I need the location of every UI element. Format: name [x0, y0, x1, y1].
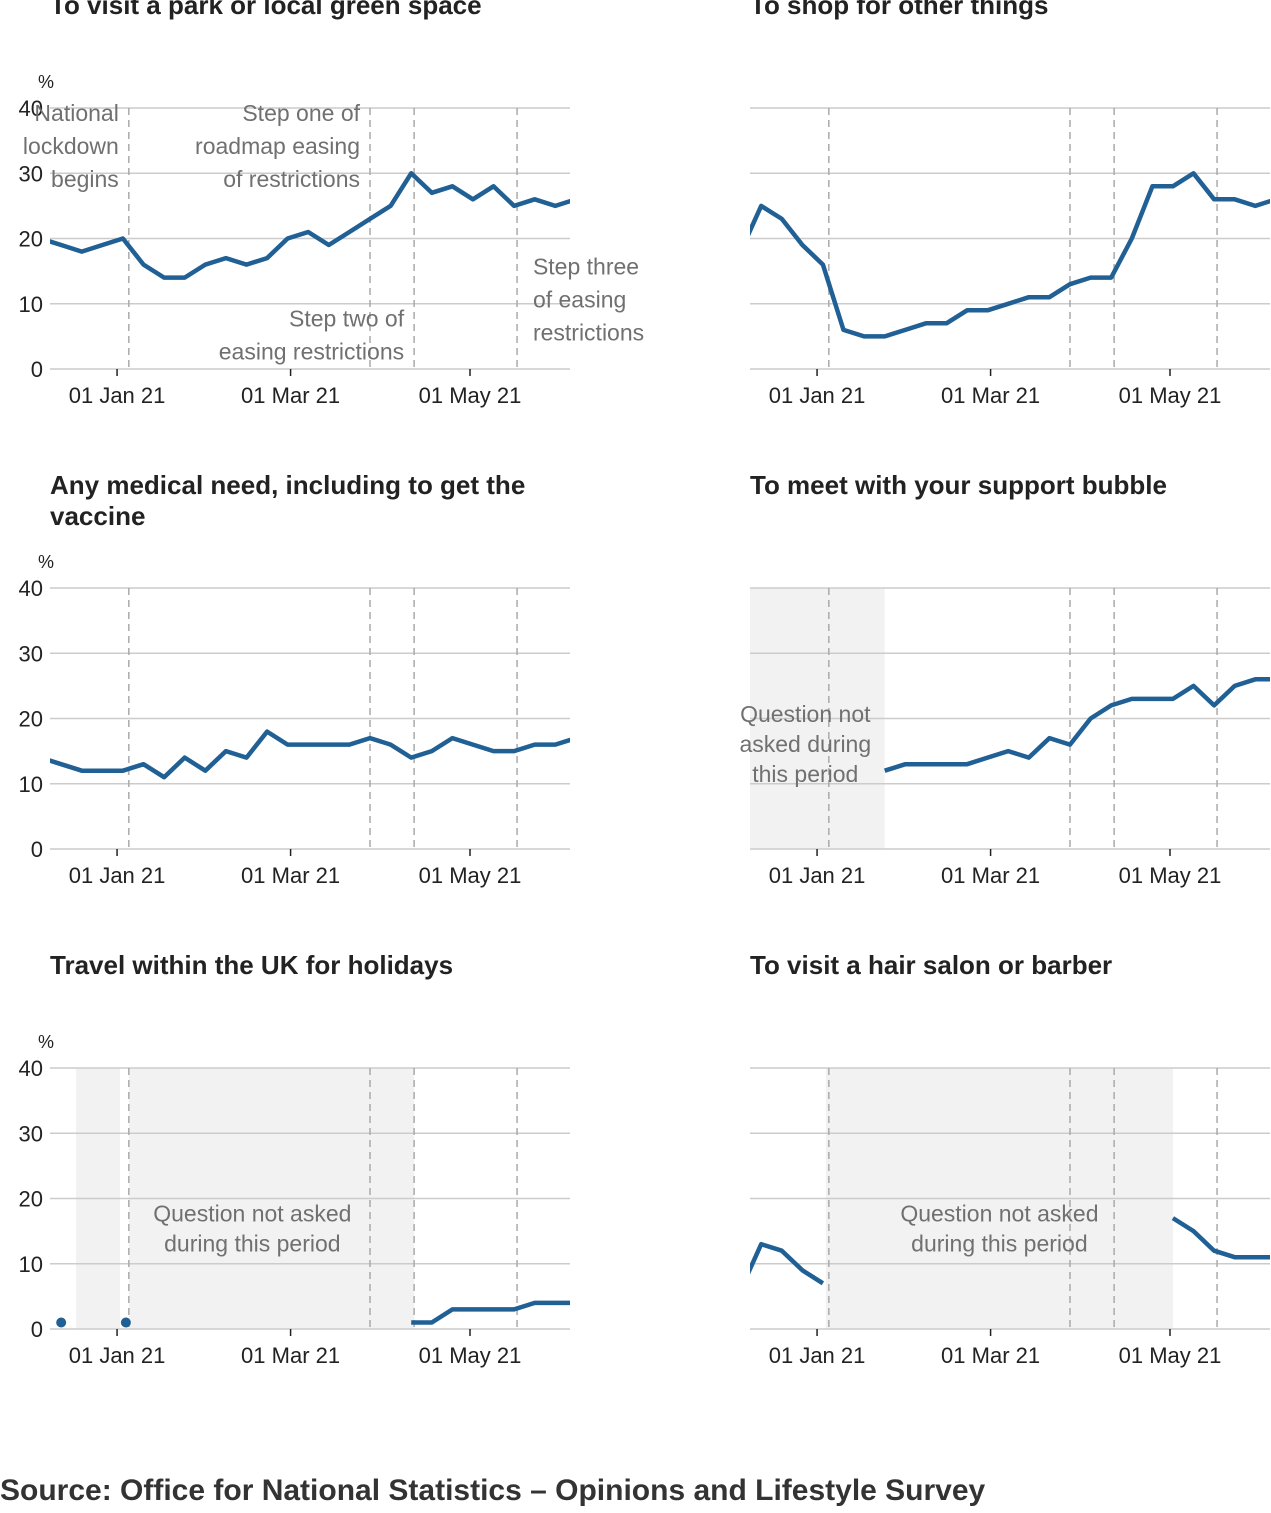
y-tick-label: 40 [19, 576, 43, 601]
event-label-line: begins [51, 166, 119, 192]
chart-title: To shop for other things [750, 0, 1049, 20]
not-asked-label-line: Question not asked [900, 1200, 1098, 1226]
y-tick-label: 10 [19, 292, 43, 317]
chart-panel-hair-salon: To visit a hair salon or barber 01 Jan 2… [750, 950, 1271, 1400]
chart-uk-holidays: 0 10 20 30 40% 01 Jan 21 01 Mar 21 01 May 21 Que… [19, 1032, 570, 1368]
x-tick-label: 01 May 21 [1119, 1343, 1222, 1368]
y-tick-label: 20 [19, 1187, 43, 1212]
y-tick-label: 40 [19, 96, 43, 121]
chart-title: To meet with your support bubble [750, 470, 1167, 500]
series-line [750, 171, 1270, 339]
y-axis-unit: % [38, 72, 54, 92]
chart-panel-shop: To shop for other things 01 Jan 21 01 Mar… [750, 0, 1271, 440]
chart-title: Travel within the UK for holidays [50, 950, 454, 980]
not-asked-label-line: during this period [911, 1230, 1087, 1256]
chart-park: 0 10 20 30 40% 01 Jan 21 01 Mar 21 01 May 21 Nat… [19, 72, 645, 408]
series-group [50, 171, 570, 280]
chart-hair-salon: 01 Jan 21 01 Mar 21 01 May 21 Question not … [750, 1067, 1270, 1368]
y-tick-label: 0 [31, 837, 43, 862]
y-tick-label: 30 [19, 1121, 43, 1146]
chart-panel-support-bubble: To meet with your support bubble 01 Jan … [739, 470, 1271, 920]
x-tick-label: 01 Jan 21 [769, 1343, 866, 1368]
chart-shop: 01 Jan 21 01 Mar 21 01 May 21 [750, 107, 1270, 408]
series-line [750, 1241, 825, 1286]
y-tick-label: 0 [31, 1317, 43, 1342]
chart-panel-park: To visit a park or local green space 0 10… [19, 0, 645, 440]
event-label-line: of easing [533, 286, 626, 312]
chart-title: Any medical need, including to get the v… [50, 470, 526, 531]
event-label-line: National [34, 100, 118, 126]
chart-support-bubble: 01 Jan 21 01 Mar 21 01 May 21 Question not a… [739, 587, 1270, 888]
not-asked-label: Question not asked during this period [739, 701, 871, 787]
x-tick-label: 01 Mar 21 [241, 383, 340, 408]
event-label: National lockdown begins [23, 100, 119, 192]
x-tick-label: 01 Jan 21 [769, 383, 866, 408]
x-tick-label: 01 Mar 21 [941, 1343, 1040, 1368]
series-line [50, 729, 570, 780]
y-tick-label: 30 [19, 641, 43, 666]
x-tick-label: 01 Mar 21 [941, 863, 1040, 888]
chart-title: To visit a park or local green space [50, 0, 482, 20]
x-tick-label: 01 May 21 [419, 383, 522, 408]
y-tick-label: 40 [19, 1056, 43, 1081]
event-label-line: roadmap easing [195, 133, 360, 159]
x-tick-label: 01 May 21 [1119, 863, 1222, 888]
chart-title: To visit a hair salon or barber [750, 950, 1113, 980]
y-tick-label: 30 [19, 161, 43, 186]
x-tick-label: 01 Jan 21 [69, 863, 166, 888]
series-group [750, 171, 1270, 339]
source-note: Source: Office for National Statistics –… [0, 1474, 986, 1507]
event-label-line: restrictions [533, 319, 644, 345]
y-axis-unit: % [38, 1032, 54, 1052]
event-label: Step three of easing restrictions [533, 253, 644, 345]
x-tick-label: 01 May 21 [419, 1343, 522, 1368]
y-tick-label: 20 [19, 227, 43, 252]
not-asked-label: Question not asked during this period [900, 1200, 1098, 1256]
x-tick-label: 01 May 21 [419, 863, 522, 888]
not-asked-label: Question not asked during this period [153, 1200, 351, 1256]
data-point [56, 1317, 67, 1328]
y-axis-unit: % [38, 552, 54, 572]
event-label-line: Step three [533, 253, 639, 279]
x-tick-label: 01 Mar 21 [241, 1343, 340, 1368]
series-line [1171, 1216, 1270, 1260]
series-line [411, 1300, 570, 1325]
y-tick-label: 10 [19, 772, 43, 797]
series-group [50, 729, 570, 780]
x-tick-label: 01 Mar 21 [241, 863, 340, 888]
not-asked-label-line: this period [752, 761, 858, 787]
not-asked-label-line: during this period [164, 1230, 340, 1256]
event-label-line: of restrictions [223, 166, 360, 192]
event-label: Step two of easing restrictions [219, 306, 405, 365]
series-line [50, 171, 570, 280]
x-tick-label: 01 Mar 21 [941, 383, 1040, 408]
not-asked-label-line: asked during [739, 731, 871, 757]
series-line [884, 677, 1270, 773]
y-tick-label: 10 [19, 1252, 43, 1277]
chart-panel-uk-holidays: Travel within the UK for holidays 0 10 20 3… [19, 950, 590, 1400]
event-label-line: easing restrictions [219, 339, 404, 365]
x-tick-label: 01 Jan 21 [769, 863, 866, 888]
event-label: Step one of roadmap easing of restrictions [195, 100, 361, 192]
event-label-line: Step one of [242, 100, 360, 126]
series-group [750, 1216, 1270, 1286]
y-tick-label: 0 [31, 357, 43, 382]
chart-medical: 0 10 20 30 40% 01 Jan 21 01 Mar 21 01 May 21 [19, 552, 570, 888]
series-group [884, 677, 1270, 773]
x-tick-label: 01 May 21 [1119, 383, 1222, 408]
x-tick-label: 01 Jan 21 [69, 383, 166, 408]
data-point [120, 1317, 131, 1328]
series-group [56, 1300, 570, 1328]
not-asked-label-line: Question not [740, 701, 871, 727]
y-tick-label: 20 [19, 707, 43, 732]
x-tick-label: 01 Jan 21 [69, 1343, 166, 1368]
event-label-line: lockdown [23, 133, 119, 159]
not-asked-label-line: Question not asked [153, 1200, 351, 1226]
chart-panel-medical: Any medical need, including to get the v… [19, 470, 590, 920]
event-label-line: Step two of [289, 306, 405, 332]
